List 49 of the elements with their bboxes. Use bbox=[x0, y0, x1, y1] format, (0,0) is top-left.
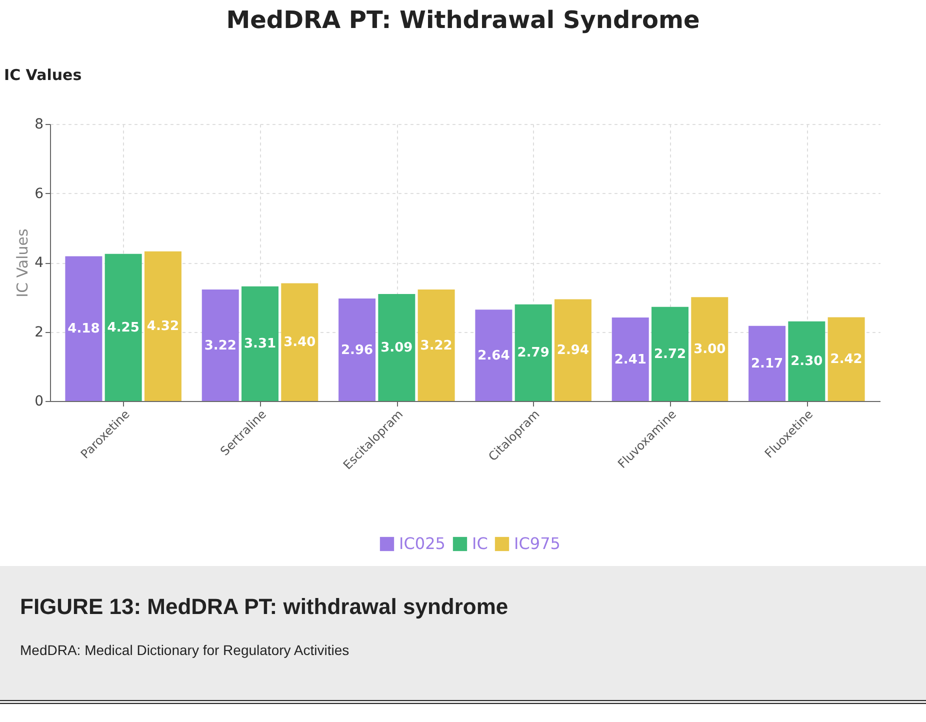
bar bbox=[242, 286, 278, 401]
text: MedDRA: Medical Dictionary for Regulatory Activities bbox=[20, 642, 350, 658]
data-label: 3.22 bbox=[420, 338, 452, 354]
bar bbox=[748, 326, 786, 401]
bar bbox=[65, 256, 102, 401]
data-label: 4.25 bbox=[107, 320, 140, 336]
data-label: 3.40 bbox=[284, 335, 316, 350]
bar bbox=[691, 297, 728, 401]
data-label: 2.96 bbox=[340, 342, 374, 358]
y-axis-title: IC Values bbox=[14, 228, 32, 298]
data-label: 2.64 bbox=[478, 348, 510, 364]
bar bbox=[104, 254, 142, 401]
data-label: 2.41 bbox=[614, 352, 646, 368]
bar bbox=[281, 283, 318, 401]
y-tick-label: 0 bbox=[34, 394, 44, 410]
data-label: 2.30 bbox=[790, 354, 823, 370]
bar bbox=[144, 251, 182, 401]
y-tick-label: 4 bbox=[34, 255, 44, 271]
data-label: 3.22 bbox=[204, 338, 236, 354]
data-label: 2.72 bbox=[654, 346, 686, 362]
caption: FIGURE 13: MedDRA PT: withdrawal syndrome bbox=[20, 594, 508, 620]
bar bbox=[652, 306, 688, 401]
data-label: 2.42 bbox=[830, 352, 862, 368]
data-label: 2.79 bbox=[517, 346, 550, 361]
legend-label: IC025 bbox=[399, 534, 446, 553]
data-label: 3.00 bbox=[694, 342, 726, 358]
bar bbox=[514, 304, 552, 401]
data-label: 3.31 bbox=[244, 336, 276, 352]
chart-subtitle: IC Values bbox=[4, 66, 82, 84]
bar bbox=[554, 299, 592, 401]
bar bbox=[202, 290, 239, 401]
chart-title: MedDRA PT: Withdrawal Syndrome bbox=[225, 6, 701, 34]
data-label: 4.18 bbox=[68, 322, 100, 337]
data-label: 2.17 bbox=[750, 356, 784, 372]
y-tick-label: 6 bbox=[34, 186, 44, 202]
data-label: 2.94 bbox=[556, 343, 590, 358]
bar bbox=[828, 317, 865, 401]
bar bbox=[378, 294, 416, 401]
bar bbox=[475, 310, 512, 401]
y-tick-label: 8 bbox=[34, 116, 44, 132]
bar bbox=[418, 290, 455, 401]
bar bbox=[338, 298, 376, 401]
legend-label: IC975 bbox=[514, 534, 560, 553]
legend-label: IC bbox=[472, 534, 488, 553]
bar bbox=[612, 318, 649, 401]
y-tick-label: 2 bbox=[34, 324, 44, 340]
bar bbox=[788, 321, 826, 401]
data-label: 4.32 bbox=[146, 319, 180, 334]
data-label: 3.09 bbox=[380, 340, 413, 356]
